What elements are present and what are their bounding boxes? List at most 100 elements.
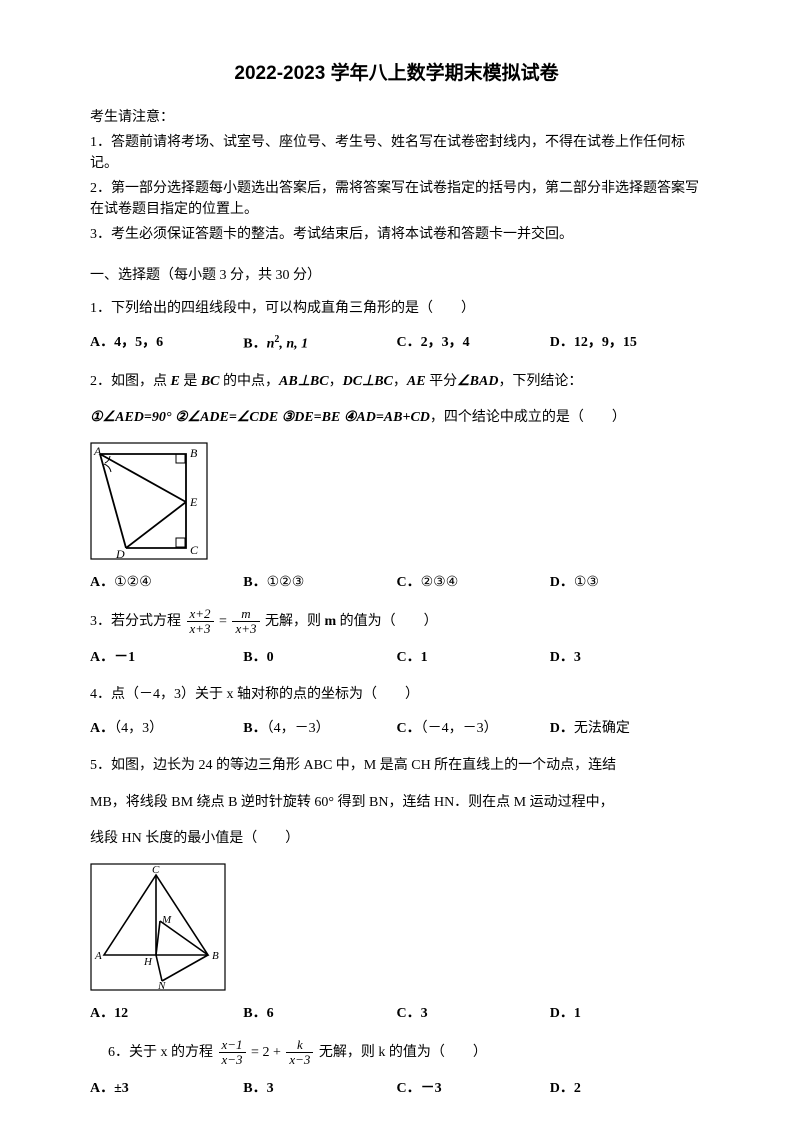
choice-value: ①②③	[267, 575, 305, 590]
den: x−3	[286, 1053, 313, 1067]
var-m: m	[325, 614, 337, 629]
t: 无解，则 k 的值为（ ）	[319, 1045, 487, 1060]
question-5: 5．如图，边长为 24 的等边三角形 ABC 中，M 是高 CH 所在直线上的一…	[90, 753, 703, 1024]
svg-text:A: A	[93, 444, 102, 458]
choice-label: C．	[397, 1006, 421, 1021]
notice-heading: 考生请注意：	[90, 107, 703, 128]
svg-text:B: B	[212, 950, 219, 962]
q6-choice-c: C．－3	[397, 1078, 550, 1099]
q2-statements: ①∠AED=90° ②∠ADE=∠CDE ③DE=BE ④AD=AB+CD	[90, 410, 430, 425]
choice-label: B．	[243, 1081, 266, 1096]
choice-value: ①③	[574, 575, 599, 590]
choice-value: ②③④	[421, 575, 459, 590]
choice-value: 2	[574, 1081, 581, 1096]
q2-choice-b: B．①②③	[243, 572, 396, 593]
var-bc: BC	[201, 374, 220, 389]
q5-l1: 5．如图，边长为 24 的等边三角形 ABC 中，M 是高 CH 所在直线上的一…	[90, 753, 703, 780]
svg-text:D: D	[115, 547, 125, 560]
svg-text:A: A	[94, 950, 102, 962]
choice-label: B．	[243, 1006, 266, 1021]
choice-value: 6	[267, 1006, 274, 1021]
q5-diagram: C A B H M N	[90, 863, 703, 991]
choice-value: 1	[421, 650, 428, 665]
choice-value-post: , n, 1	[279, 337, 308, 352]
q2-choice-a: A．①②④	[90, 572, 243, 593]
q1-choice-b: B．n2, n, 1	[243, 332, 396, 355]
rel2: DC⊥BC	[343, 374, 393, 389]
choice-value: 1	[574, 1006, 581, 1021]
fraction-2: kx−3	[286, 1038, 313, 1068]
num: x−1	[219, 1038, 246, 1053]
den: x+3	[232, 622, 259, 636]
t: ，	[329, 374, 343, 389]
var-e: E	[171, 374, 180, 389]
q1-choice-a: A．4，5，6	[90, 332, 243, 355]
num: k	[286, 1038, 313, 1053]
svg-text:C: C	[190, 543, 199, 557]
choice-value: 无法确定	[574, 721, 630, 736]
choice-value: －1	[114, 650, 135, 665]
svg-text:C: C	[152, 864, 160, 876]
choice-label: B．	[243, 721, 266, 736]
question-4: 4．点（－4，3）关于 x 轴对称的点的坐标为（ ） A．（4，3） B． （4，…	[90, 682, 703, 740]
q2-choice-c: C．②③④	[397, 572, 550, 593]
var-bad: ∠BAD	[457, 374, 498, 389]
svg-text:N: N	[157, 980, 166, 991]
choice-label: B．	[243, 337, 266, 352]
choice-value: 12，9，15	[574, 335, 637, 350]
t: 无解，则	[265, 614, 325, 629]
t: 2．如图，点	[90, 374, 171, 389]
q2-diagram: A B E C D	[90, 442, 703, 560]
q6-choice-d: D．2	[550, 1078, 703, 1099]
num: m	[232, 607, 259, 622]
choice-value: （－4，－3）	[421, 721, 498, 736]
mid: = 2 +	[251, 1045, 284, 1060]
choice-value: 12	[114, 1006, 128, 1021]
question-6: 6．关于 x 的方程 x−1x−3 = 2 + kx−3 无解，则 k 的值为（…	[90, 1038, 703, 1099]
choice-value: 2，3，4	[421, 335, 470, 350]
choice-value: 4，5，6	[114, 335, 163, 350]
choice-value: 3	[421, 1006, 428, 1021]
question-1: 1．下列给出的四组线段中，可以构成直角三角形的是（ ） A．4，5，6 B．n2…	[90, 296, 703, 355]
question-2: 2．如图，点 E 是 BC 的中点，AB⊥BC，DC⊥BC，AE 平分∠BAD，…	[90, 369, 703, 593]
t: ，下列结论：	[498, 374, 582, 389]
q1-choice-c: C．2，3，4	[397, 332, 550, 355]
var-ae: AE	[407, 374, 426, 389]
t: ，	[393, 374, 407, 389]
notice-item: 2．第一部分选择题每小题选出答案后，需将答案写在试卷指定的括号内，第二部分非选择…	[90, 178, 703, 220]
q5-choice-d: D．1	[550, 1003, 703, 1024]
choice-label: D．	[550, 721, 574, 736]
notice-item: 3．考生必须保证答题卡的整洁。考试结束后，请将本试卷和答题卡一并交回。	[90, 224, 703, 245]
q3-choice-a: A．－1	[90, 647, 243, 668]
choice-label: A．	[90, 1006, 114, 1021]
q3-choice-c: C．1	[397, 647, 550, 668]
q5-choice-b: B．6	[243, 1003, 396, 1024]
choice-label: A．	[90, 650, 114, 665]
choice-value: （4，3）	[114, 721, 163, 736]
choice-label: A．	[90, 575, 114, 590]
q4-choice-d: D．无法确定	[550, 718, 703, 739]
svg-text:B: B	[190, 446, 198, 460]
q4-choice-c: C．（－4，－3）	[397, 718, 550, 739]
den: x−3	[219, 1053, 246, 1067]
choice-label: B．	[243, 575, 266, 590]
eq: =	[219, 614, 230, 629]
t: 6．关于 x 的方程	[108, 1045, 217, 1060]
choice-value: ①②④	[114, 575, 152, 590]
q4-text: 4．点（－4，3）关于 x 轴对称的点的坐标为（ ）	[90, 682, 703, 709]
section-heading: 一、选择题（每小题 3 分，共 30 分）	[90, 265, 703, 286]
q4-choice-a: A．（4，3）	[90, 718, 243, 739]
choice-value: 0	[267, 650, 274, 665]
choice-label: A．	[90, 1081, 114, 1096]
choice-label: C．	[397, 721, 421, 736]
t: 3．若分式方程	[90, 614, 185, 629]
q5-l3: 线段 HN 长度的最小值是（ ）	[90, 826, 703, 853]
t: 平分	[426, 374, 458, 389]
q2-choice-d: D．①③	[550, 572, 703, 593]
q5-choice-c: C．3	[397, 1003, 550, 1024]
page-title: 2022-2023 学年八上数学期末模拟试卷	[90, 60, 703, 89]
choice-label: A．	[90, 335, 114, 350]
q1-choice-d: D．12，9，15	[550, 332, 703, 355]
fraction-1: x−1x−3	[219, 1038, 246, 1068]
fraction-1: x+2x+3	[187, 607, 214, 637]
